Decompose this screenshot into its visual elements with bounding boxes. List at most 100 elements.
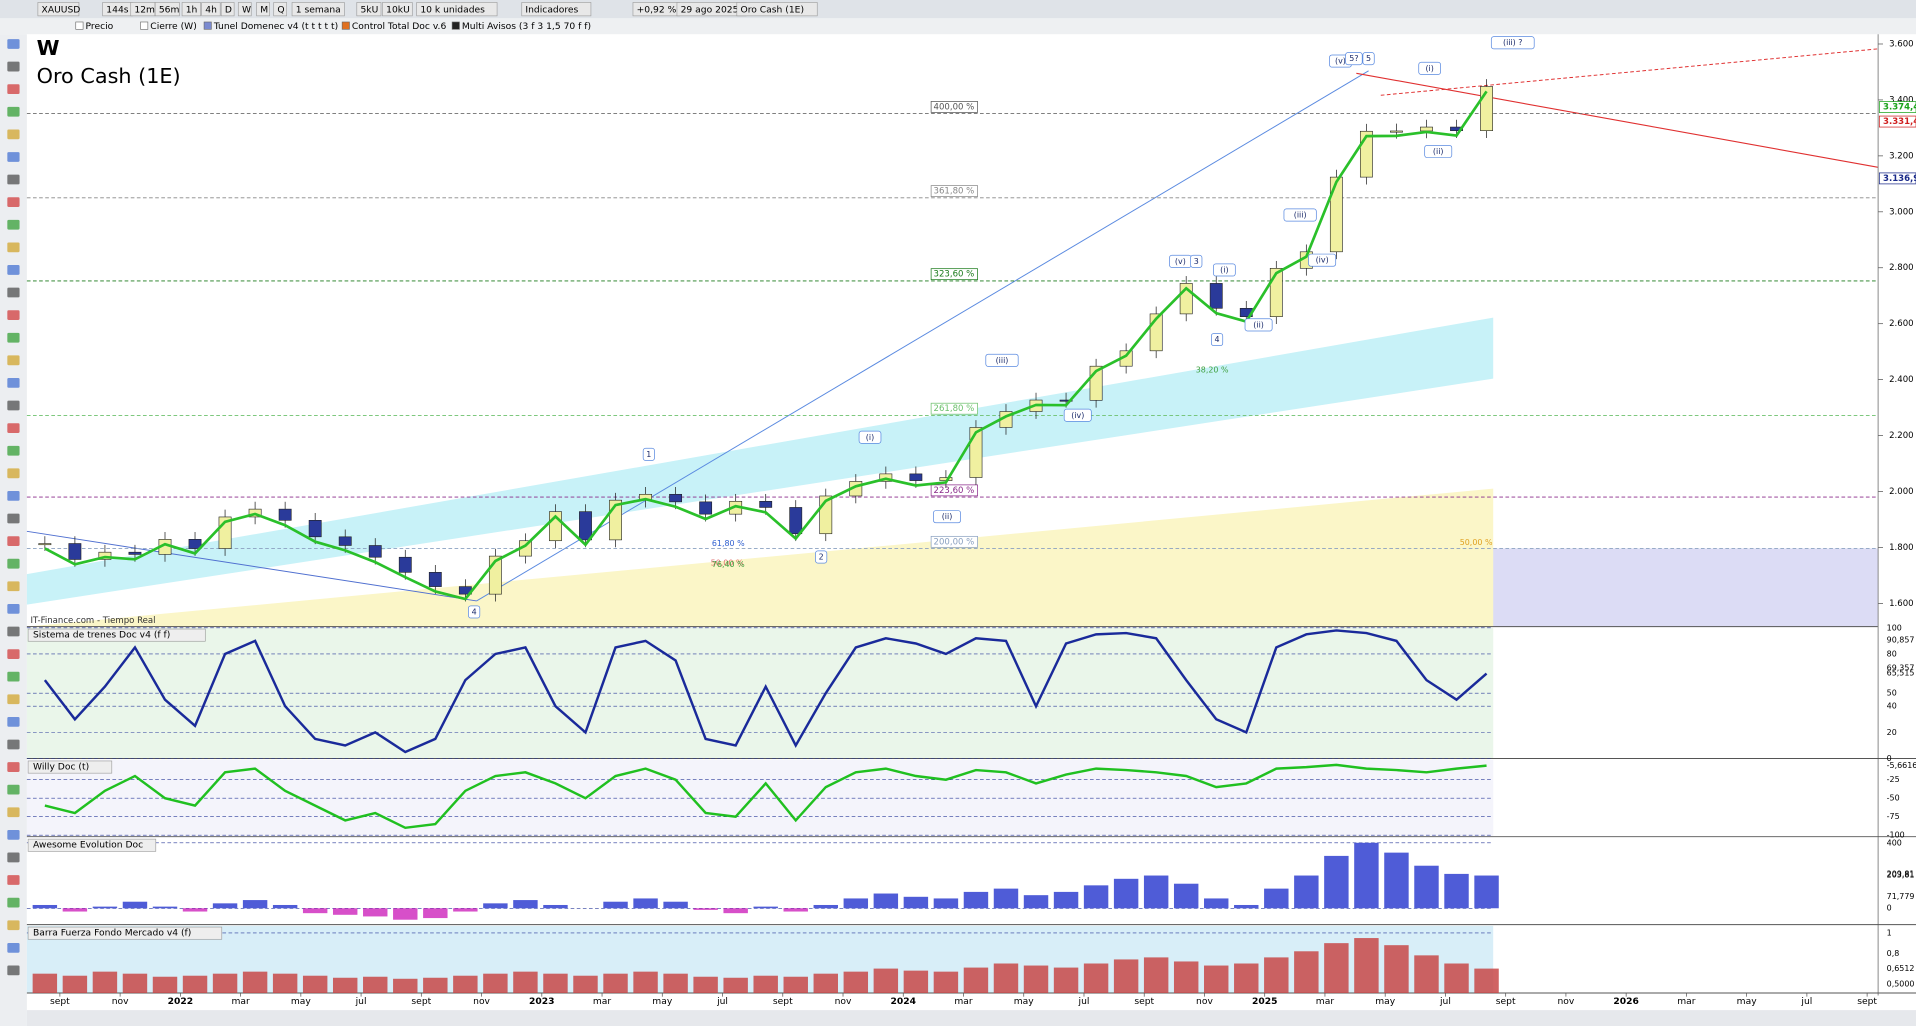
histogram-bar <box>873 968 899 994</box>
chart-title: Oro Cash (1E) <box>37 64 181 88</box>
y-tick-label: 3.000 <box>1889 207 1913 217</box>
tool-icon[interactable] <box>7 106 20 117</box>
toolbar-button[interactable] <box>356 2 382 17</box>
fib-box <box>930 185 978 197</box>
tool-icon[interactable] <box>7 852 20 863</box>
histogram-bar <box>1173 961 1199 994</box>
toolbar-button[interactable] <box>291 2 345 17</box>
toolbar-label: Indicadores <box>525 4 578 15</box>
y-tick-label: -100 <box>1887 831 1905 840</box>
tool-icon[interactable] <box>7 423 20 433</box>
histogram-bar <box>1444 873 1469 909</box>
histogram-bar <box>1324 943 1349 994</box>
tool-icon[interactable] <box>7 219 20 230</box>
indicator-toggle[interactable] <box>341 21 350 30</box>
indicator-toggle[interactable] <box>75 21 84 30</box>
tool-icon[interactable] <box>7 829 20 840</box>
tool-icon[interactable] <box>7 581 20 592</box>
tool-icon[interactable] <box>7 920 20 931</box>
histogram-bar <box>963 967 989 994</box>
toolbar-button[interactable] <box>256 2 270 17</box>
toolbar-button[interactable] <box>154 2 180 17</box>
histogram-bar <box>693 908 718 910</box>
tool-icon[interactable] <box>7 287 20 298</box>
y-tick-label: 2.800 <box>1889 263 1913 273</box>
tool-icon[interactable] <box>7 626 20 637</box>
tool-icon[interactable] <box>7 536 20 546</box>
indicator-toggle[interactable] <box>451 21 460 30</box>
tool-icon[interactable] <box>7 400 20 411</box>
toolbar-button[interactable] <box>273 2 287 17</box>
tool-icon[interactable] <box>7 807 20 818</box>
candle <box>669 493 683 503</box>
toolbar-button[interactable] <box>736 2 818 17</box>
histogram-bar <box>903 970 929 994</box>
tool-icon[interactable] <box>7 513 20 524</box>
tool-icon[interactable] <box>7 152 20 162</box>
fib-box <box>930 101 978 113</box>
toolbar-button[interactable] <box>220 2 235 17</box>
tool-icon[interactable] <box>7 491 20 501</box>
toolbar-button[interactable] <box>521 2 592 17</box>
tool-icon[interactable] <box>7 355 20 366</box>
x-tick-label: sept <box>411 996 431 1007</box>
x-tick-label: 2023 <box>529 996 554 1007</box>
tool-icon[interactable] <box>7 129 20 140</box>
y-tick-label: 71,779 <box>1887 892 1915 901</box>
wave-label: (i) <box>866 433 874 442</box>
y-tick-label: 209,81 <box>1887 869 1915 878</box>
tool-icon[interactable] <box>7 762 20 772</box>
histogram-bar <box>1294 951 1319 994</box>
tool-icon[interactable] <box>7 603 20 614</box>
tool-icon[interactable] <box>7 875 20 885</box>
fib-annotation: 50,00 % <box>711 559 744 568</box>
toolbar-button[interactable] <box>416 2 498 17</box>
y-tick-label: 20 <box>1887 728 1897 737</box>
tool-icon[interactable] <box>7 649 20 659</box>
tool-icon[interactable] <box>7 174 20 185</box>
tool-icon[interactable] <box>7 784 20 795</box>
histogram-bar <box>122 901 148 909</box>
toolbar-button[interactable] <box>37 2 80 17</box>
x-tick-label: jul <box>1078 996 1090 1007</box>
tool-icon[interactable] <box>7 965 20 976</box>
tool-icon[interactable] <box>7 468 20 479</box>
histogram-bar <box>573 975 598 994</box>
tool-icon[interactable] <box>7 84 20 95</box>
tool-icon[interactable] <box>7 897 20 908</box>
tool-icon[interactable] <box>7 694 20 705</box>
y-tick-label: -75 <box>1887 812 1900 821</box>
wave-label: (iv) <box>1071 411 1084 420</box>
tool-icon[interactable] <box>7 378 20 388</box>
histogram-bar <box>1384 945 1409 994</box>
x-tick-label: 2025 <box>1252 996 1277 1007</box>
toolbar-button[interactable] <box>382 2 413 17</box>
histogram-bar <box>1384 852 1409 909</box>
histogram-bar <box>393 908 418 920</box>
tool-icon[interactable] <box>7 61 20 72</box>
tool-icon[interactable] <box>7 332 20 343</box>
tool-icon[interactable] <box>7 197 20 208</box>
tool-icon[interactable] <box>7 242 20 253</box>
indicator-toggle[interactable] <box>203 21 212 30</box>
tool-icon[interactable] <box>7 39 20 49</box>
tool-icon[interactable] <box>7 671 20 682</box>
toolbar-button[interactable] <box>201 2 221 17</box>
fib-label: 223,60 % <box>934 486 975 496</box>
toolbar-button[interactable] <box>181 2 201 17</box>
tool-icon[interactable] <box>7 942 20 953</box>
toolbar-button[interactable] <box>237 2 252 17</box>
wave-label: (v) <box>1175 257 1186 266</box>
y-tick-label: -50 <box>1887 794 1900 803</box>
wave-box <box>1063 408 1092 422</box>
indicator-toggle[interactable] <box>140 21 149 30</box>
tool-icon[interactable] <box>7 558 20 569</box>
histogram-bar <box>182 908 208 912</box>
tool-icon[interactable] <box>7 445 20 456</box>
tool-icon[interactable] <box>7 310 20 321</box>
tool-icon[interactable] <box>7 716 20 727</box>
tool-icon[interactable] <box>7 739 20 750</box>
toolbar-label: 5kU <box>360 4 378 15</box>
tool-icon[interactable] <box>7 265 20 275</box>
y-tick-label: 2.000 <box>1889 487 1913 497</box>
